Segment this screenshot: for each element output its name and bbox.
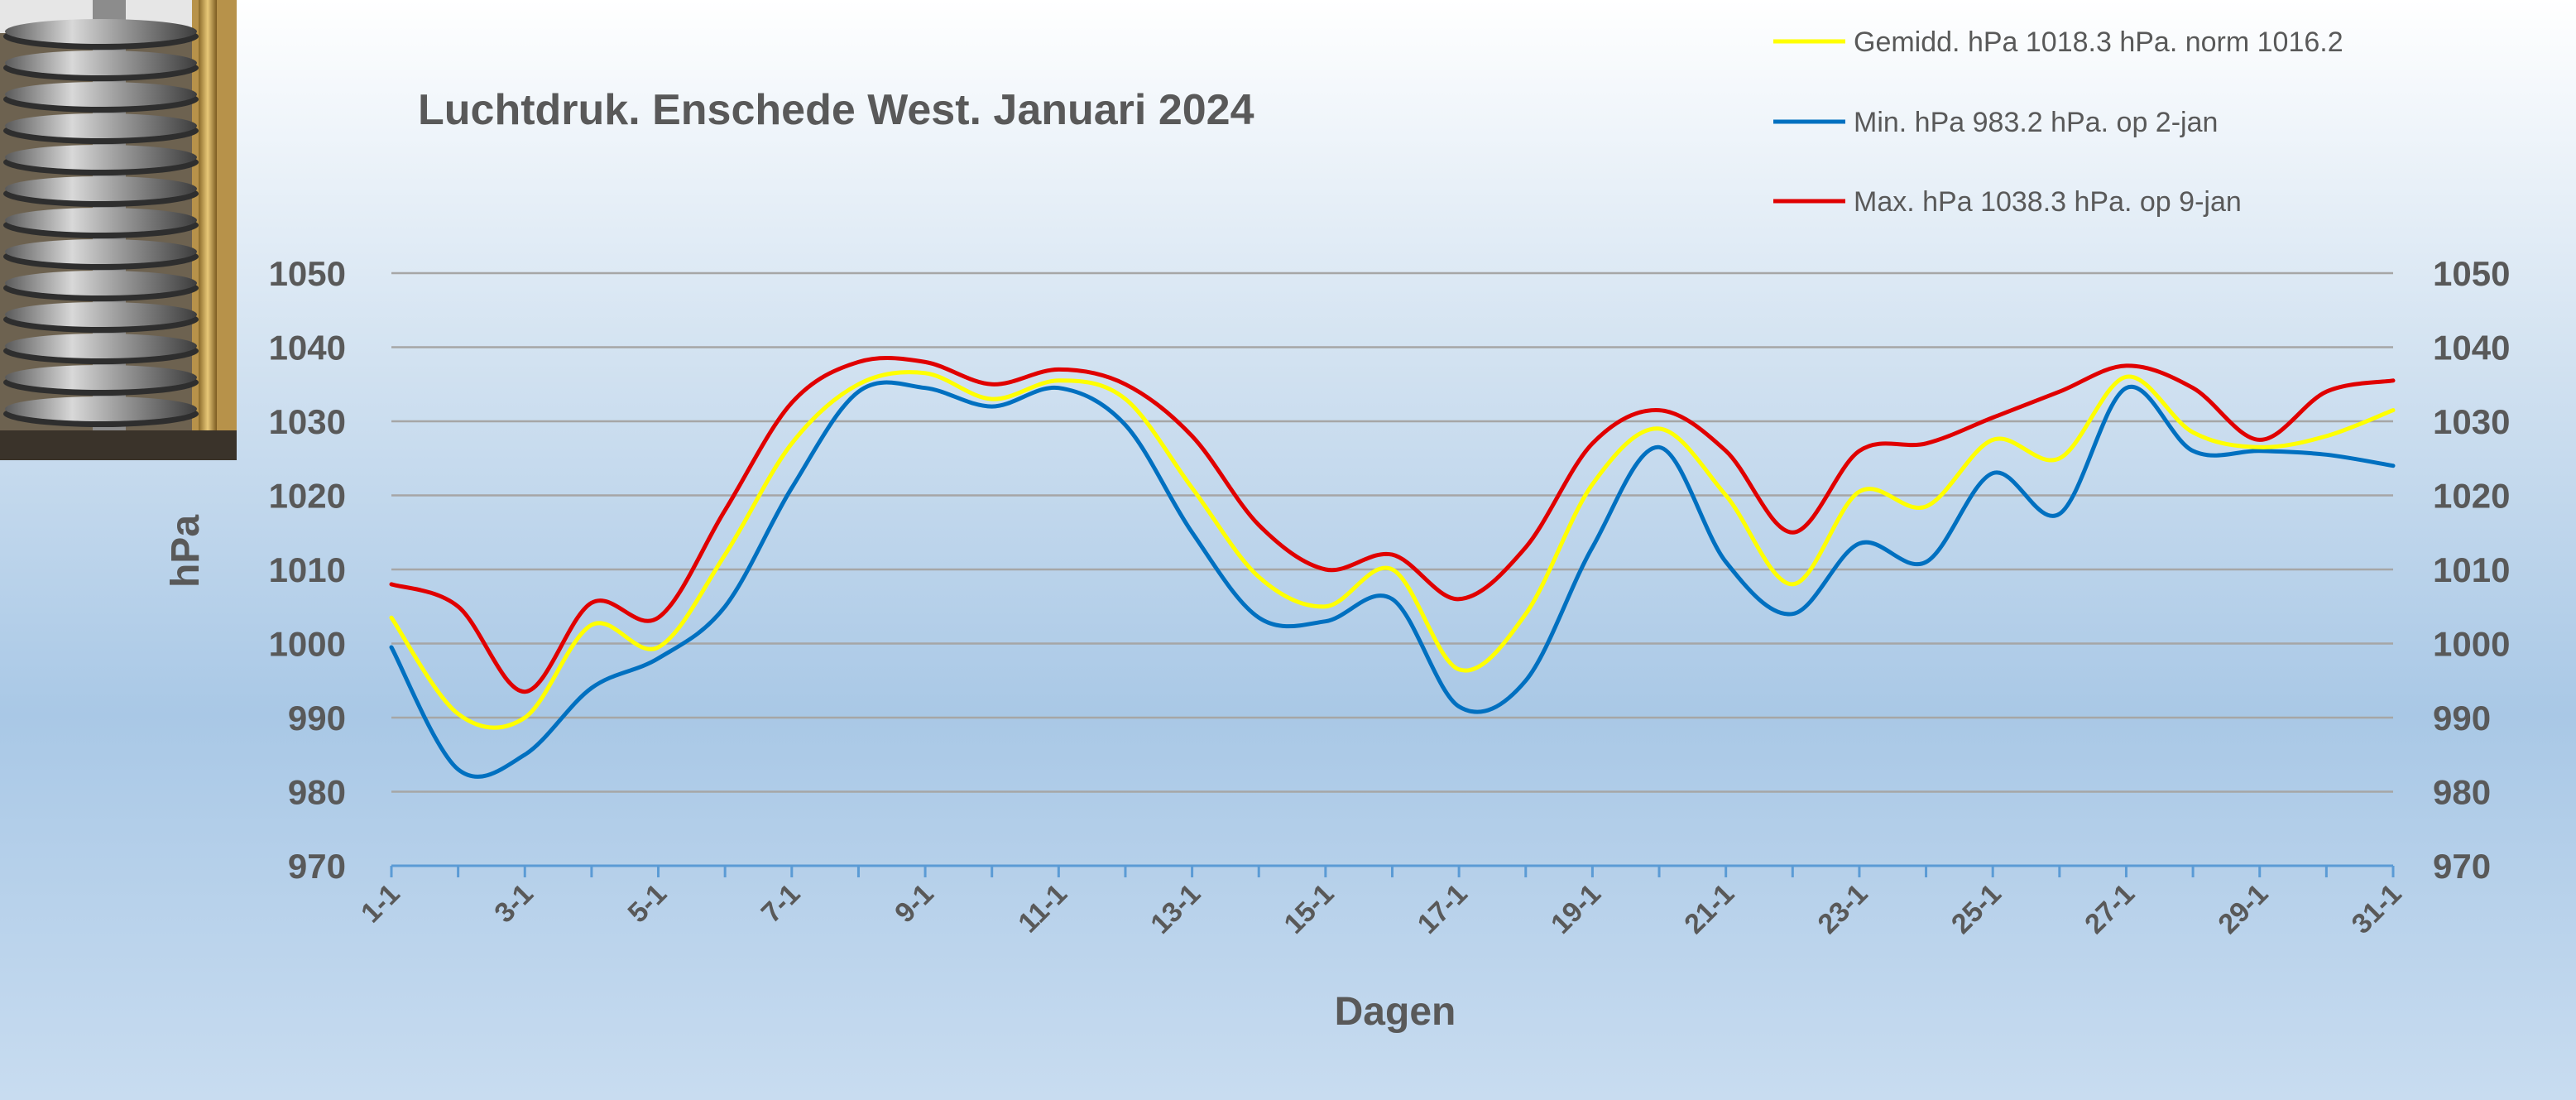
x-tick-label: 29-1 [2212, 878, 2274, 940]
y-tick-label-right: 990 [2433, 699, 2491, 737]
x-tick-label: 19-1 [1545, 878, 1607, 940]
y-tick-label-left: 1020 [269, 477, 346, 516]
barograph-disc [5, 50, 197, 75]
x-tick-label: 27-1 [2079, 878, 2141, 940]
barograph-disc [5, 82, 197, 107]
barograph-disc [5, 302, 197, 327]
y-tick-label-right: 1050 [2433, 254, 2510, 293]
y-tick-label-left: 970 [288, 847, 346, 886]
y-tick-label-right: 970 [2433, 847, 2491, 886]
y-tick-label-left: 1050 [269, 254, 346, 293]
y-axis-title: hPa [164, 515, 208, 588]
series-line-max [389, 356, 2396, 694]
x-tick-label: 23-1 [1812, 878, 1874, 940]
barograph-photo [0, 0, 237, 460]
x-tick-label: 11-1 [1012, 878, 1073, 939]
x-tick-label: 7-1 [756, 878, 807, 929]
barograph-disc [5, 396, 197, 421]
barograph-disc [5, 239, 197, 264]
y-tick-label-left: 1000 [269, 625, 346, 664]
barograph-disc [5, 176, 197, 201]
y-tick-label-left: 1040 [269, 329, 346, 367]
y-tick-label-right: 1030 [2433, 402, 2510, 441]
barograph-disc [5, 208, 197, 233]
x-tick-label: 3-1 [488, 878, 540, 929]
legend-label-avg: Gemidd. hPa 1018.3 hPa. norm 1016.2 [1854, 26, 2343, 58]
x-tick-label: 21-1 [1678, 878, 1740, 940]
x-tick-label: 15-1 [1278, 878, 1341, 940]
barograph-disc [5, 145, 197, 170]
x-tick-label: 9-1 [889, 878, 940, 929]
legend-label-min: Min. hPa 983.2 hPa. op 2-jan [1854, 107, 2218, 138]
y-tick-label-left: 990 [288, 699, 346, 737]
x-tick-label: 1-1 [355, 878, 406, 929]
x-axis-title: Dagen [1335, 990, 1456, 1034]
barograph-disc [5, 19, 197, 44]
y-tick-label-right: 980 [2433, 773, 2491, 812]
x-tick-label: 17-1 [1412, 878, 1474, 940]
x-tick-label: 25-1 [1945, 878, 2008, 940]
legend-label-max: Max. hPa 1038.3 hPa. op 9-jan [1854, 186, 2242, 218]
y-tick-label-left: 980 [288, 773, 346, 812]
y-tick-label-left: 1010 [269, 550, 346, 589]
barograph-disc [5, 113, 197, 138]
y-tick-label-right: 1010 [2433, 550, 2510, 589]
x-tick-label: 5-1 [622, 878, 674, 929]
y-tick-label-right: 1040 [2433, 329, 2510, 367]
y-tick-label-right: 1000 [2433, 625, 2510, 664]
y-tick-label-left: 1030 [269, 402, 346, 441]
barograph-disc [5, 271, 197, 295]
x-tick-label: 13-1 [1144, 878, 1206, 940]
y-tick-label-right: 1020 [2433, 477, 2510, 516]
chart-title: Luchtdruk. Enschede West. Januari 2024 [418, 86, 1254, 134]
barograph-disc [5, 334, 197, 358]
barograph-disc [5, 365, 197, 390]
series-line-min [389, 380, 2396, 779]
legend: Gemidd. hPa 1018.3 hPa. norm 1016.2 Min.… [1773, 26, 2343, 218]
series-line-avg [389, 370, 2396, 730]
x-tick-label: 31-1 [2346, 878, 2408, 940]
